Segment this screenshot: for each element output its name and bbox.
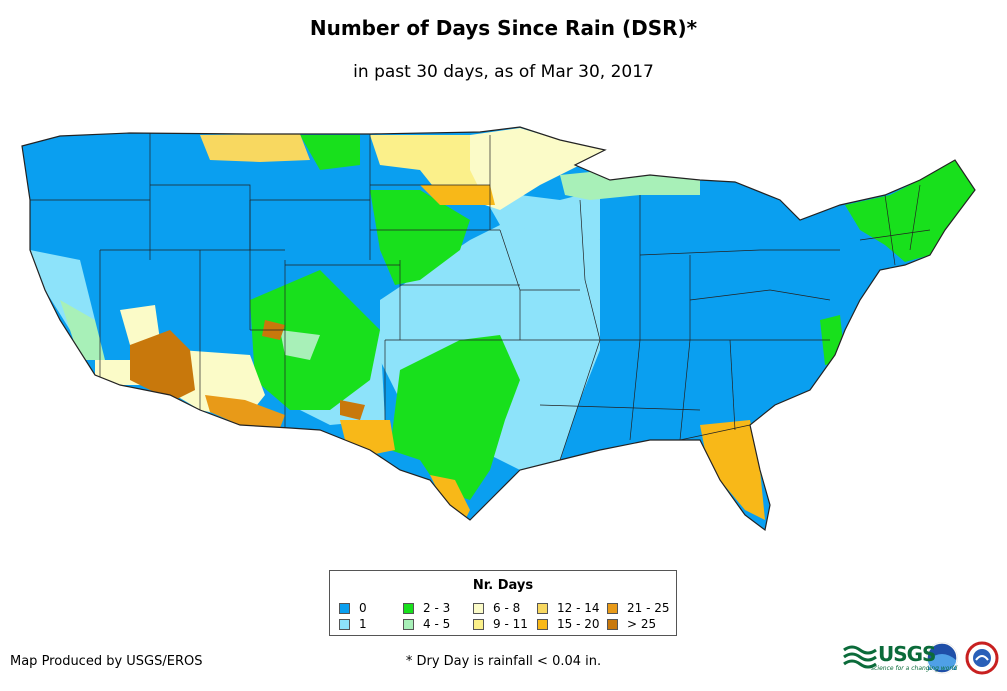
legend-item: 1 [339, 617, 367, 631]
map-subtitle: in past 30 days, as of Mar 30, 2017 [353, 62, 654, 82]
legend-item: 21 - 25 [607, 601, 670, 615]
region-4-5-days-greatlakes [560, 170, 700, 200]
legend-swatch [537, 603, 548, 614]
legend-label: 9 - 11 [493, 617, 528, 631]
legend-label: 0 [359, 601, 367, 615]
noaa-icon [926, 642, 958, 674]
legend: Nr. Days 0 1 2 - 3 4 - 5 6 - 8 9 - 11 12 - 14 1… [329, 570, 677, 636]
legend-item: 4 - 5 [403, 617, 450, 631]
usgs-wave-icon [843, 645, 877, 669]
usgs-logo-text: USGS [878, 642, 936, 666]
legend-item: > 25 [607, 617, 656, 631]
state-borders [30, 133, 931, 461]
legend-label: 12 - 14 [557, 601, 600, 615]
legend-label: 2 - 3 [423, 601, 451, 615]
legend-swatch [537, 619, 548, 630]
usgs-tagline: science for a changing world [871, 665, 958, 672]
us-dsr-map [21, 126, 976, 531]
region-gt25-days-westtexas [340, 400, 365, 420]
region-15-20-days-florida [700, 420, 765, 520]
region-21-25-days-arizona [205, 395, 285, 428]
region-6-8-days-nevada [120, 305, 160, 345]
legend-swatch [473, 603, 484, 614]
dry-day-footnote: * Dry Day is rainfall < 0.04 in. [405, 654, 602, 669]
nws-icon [965, 641, 999, 675]
dsr-regions [22, 127, 975, 530]
legend-label: 4 - 5 [423, 617, 451, 631]
legend-item: 9 - 11 [473, 617, 528, 631]
region-2-3-days-newengland [845, 160, 975, 262]
region-gt25-days-arizona [130, 330, 195, 400]
legend-item: 15 - 20 [537, 617, 600, 631]
legend-title: Nr. Days [472, 578, 534, 593]
legend-label: 21 - 25 [627, 601, 670, 615]
legend-swatch [339, 619, 350, 630]
legend-swatch [339, 603, 350, 614]
region-4-5-days-california [60, 300, 105, 360]
region-2-3-days-montana [300, 135, 360, 170]
legend-swatch [403, 619, 414, 630]
legend-swatch [403, 603, 414, 614]
legend-item: 12 - 14 [537, 601, 600, 615]
region-1-day-west [30, 250, 95, 330]
region-15-20-days-westtexas [340, 420, 395, 455]
region-2-3-days-dakotas [370, 190, 470, 285]
legend-swatch [473, 619, 484, 630]
region-9-11-days-montana [370, 135, 470, 170]
region-12-14-days-montana [200, 134, 310, 162]
map-title: Number of Days Since Rain (DSR)* [309, 16, 698, 40]
legend-label: 15 - 20 [557, 617, 600, 631]
legend-label: 1 [359, 617, 367, 631]
region-4-5-days-newmexico [280, 330, 320, 360]
legend-label: 6 - 8 [493, 601, 521, 615]
region-15-20-days-texascoast [430, 475, 470, 520]
region-15-20-days-dakota [420, 185, 495, 205]
legend-swatch [607, 619, 618, 630]
legend-item: 2 - 3 [403, 601, 450, 615]
region-6-8-days-minnesota [470, 128, 605, 210]
legend-label: > 25 [627, 617, 657, 631]
agency-logos [843, 641, 999, 675]
producer-credit: Map Produced by USGS/EROS [10, 654, 203, 669]
legend-item: 6 - 8 [473, 601, 520, 615]
region-2-3-days-texas [390, 335, 520, 500]
legend-swatch [607, 603, 618, 614]
legend-item: 0 [339, 601, 367, 615]
